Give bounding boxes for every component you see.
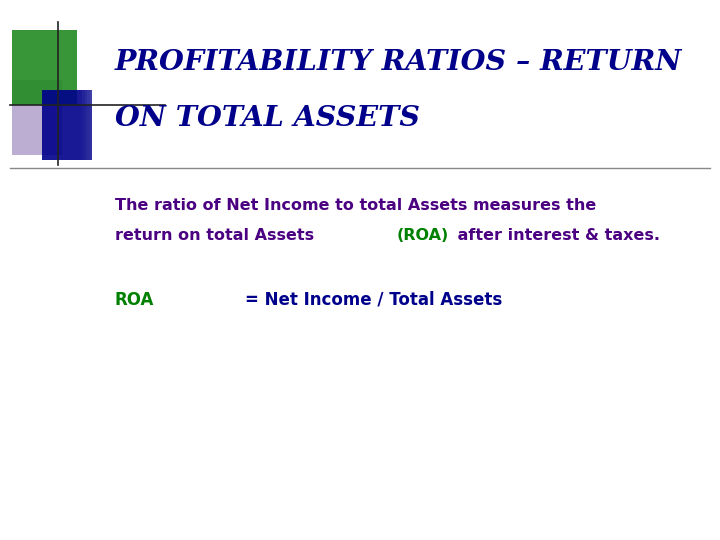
Bar [102, 90, 104, 160]
Bar [109, 30, 112, 105]
Bar [122, 30, 125, 105]
Bar [120, 90, 122, 160]
Text: ROA: ROA [115, 291, 154, 309]
Bar [79, 90, 82, 160]
Text: return on total Assets: return on total Assets [115, 227, 320, 242]
Bar [12, 80, 62, 155]
Bar [82, 90, 84, 160]
Bar [79, 30, 82, 105]
Bar [127, 30, 130, 105]
Bar [102, 30, 104, 105]
Bar [132, 30, 135, 105]
Text: PROFITABILITY RATIOS – RETURN: PROFITABILITY RATIOS – RETURN [115, 49, 683, 76]
Bar [114, 30, 117, 105]
Bar [125, 90, 127, 160]
Bar [84, 30, 87, 105]
Bar [112, 30, 114, 105]
Bar [125, 30, 127, 105]
Bar [12, 30, 77, 105]
Bar [97, 30, 99, 105]
Bar [82, 30, 84, 105]
Bar [117, 90, 120, 160]
Bar [117, 30, 120, 105]
Bar [112, 90, 114, 160]
Text: = Net Income / Total Assets: = Net Income / Total Assets [245, 291, 503, 309]
Bar [107, 90, 109, 160]
Bar [99, 90, 102, 160]
Bar [89, 90, 92, 160]
Text: after interest & taxes.: after interest & taxes. [452, 227, 660, 242]
Bar [92, 30, 94, 105]
Bar [42, 90, 92, 160]
Bar [120, 30, 122, 105]
Bar [109, 90, 112, 160]
Text: The ratio of Net Income to total Assets measures the: The ratio of Net Income to total Assets … [115, 198, 596, 213]
Bar [92, 90, 94, 160]
Text: ON TOTAL ASSETS: ON TOTAL ASSETS [115, 105, 420, 132]
Bar [94, 30, 97, 105]
Bar [94, 90, 97, 160]
Bar [130, 30, 132, 105]
Bar [77, 90, 79, 160]
Bar [135, 30, 137, 105]
Bar [137, 30, 140, 105]
Bar [104, 30, 107, 105]
Bar [87, 90, 89, 160]
Text: (ROA): (ROA) [397, 227, 449, 242]
Bar [97, 90, 99, 160]
Bar [107, 30, 109, 105]
Bar [84, 90, 87, 160]
Bar [87, 30, 89, 105]
Bar [104, 90, 107, 160]
Bar [77, 30, 79, 105]
Bar [114, 90, 117, 160]
Bar [99, 30, 102, 105]
Bar [89, 30, 92, 105]
Bar [122, 90, 125, 160]
